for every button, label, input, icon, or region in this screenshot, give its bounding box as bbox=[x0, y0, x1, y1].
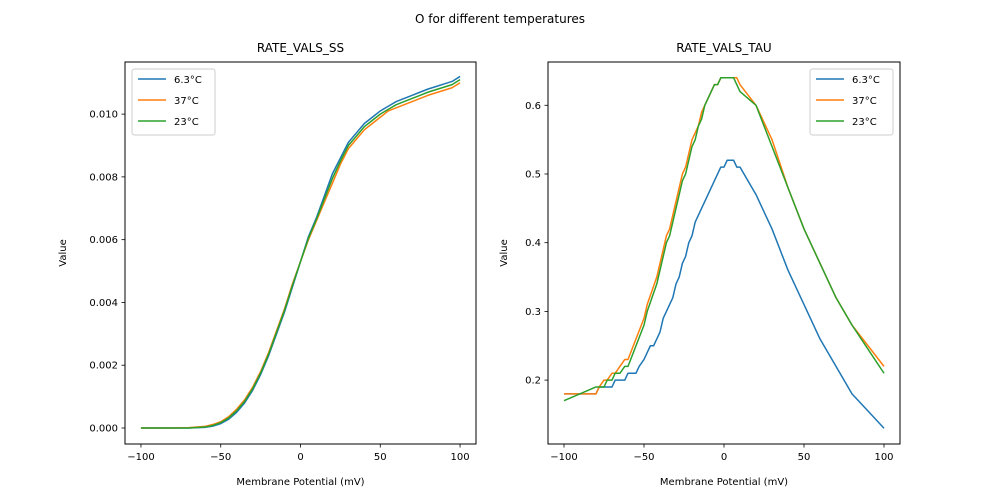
legend-box bbox=[809, 68, 894, 136]
series-line-37c bbox=[564, 77, 885, 395]
x-tick-label: −100 bbox=[550, 452, 577, 463]
y-tick-label: 0.5 bbox=[525, 169, 541, 180]
subplot-rate-vals-tau: RATE_VALS_TAU −100 −50 0 50 100 0.2 0.3 0.4 0.5… bbox=[499, 41, 901, 488]
y-axis-label: Value bbox=[499, 239, 510, 266]
y-tick-label: 0.004 bbox=[89, 298, 118, 309]
y-tick-label: 0.4 bbox=[525, 238, 541, 249]
legend-box bbox=[131, 68, 216, 136]
series-line-63c bbox=[564, 159, 885, 429]
subplot-title: RATE_VALS_SS bbox=[257, 41, 344, 55]
subplot-rate-vals-ss: RATE_VALS_SS −100 −50 0 50 100 0.0000.0020.0… bbox=[58, 41, 477, 488]
x-tick-label: 100 bbox=[450, 452, 469, 463]
legend-label: 23°C bbox=[174, 117, 199, 128]
y-tick-label: 0.2 bbox=[525, 376, 541, 387]
legend-label: 37°C bbox=[174, 96, 199, 107]
legend: 6.3°C 37°C 23°C bbox=[131, 68, 216, 136]
series-line-23c bbox=[563, 77, 885, 402]
x-tick-label: −50 bbox=[633, 452, 654, 463]
y-axis-label: Value bbox=[58, 239, 69, 266]
legend-label: 37°C bbox=[852, 96, 877, 107]
legend-label: 6.3°C bbox=[174, 75, 202, 86]
y-tick-label: 0.008 bbox=[89, 172, 118, 183]
x-tick-label: 0 bbox=[721, 452, 727, 463]
axes-frame bbox=[124, 61, 477, 445]
x-axis-label: Membrane Potential (mV) bbox=[236, 477, 364, 488]
x-axis-label: Membrane Potential (mV) bbox=[660, 477, 788, 488]
axes-frame bbox=[547, 61, 901, 445]
plot-lines bbox=[140, 75, 461, 429]
x-tick-label: 50 bbox=[374, 452, 387, 463]
legend-label: 6.3°C bbox=[852, 75, 880, 86]
x-tick-label: −100 bbox=[127, 452, 154, 463]
legend: 6.3°C 37°C 23°C bbox=[809, 68, 894, 136]
y-tick-label: 0.6 bbox=[525, 101, 541, 112]
subplot-title: RATE_VALS_TAU bbox=[676, 41, 771, 55]
legend-label: 23°C bbox=[852, 117, 877, 128]
y-tick-label: 0.010 bbox=[89, 110, 118, 121]
series-line-23c bbox=[140, 78, 461, 429]
y-axis-ticks: 0.000 0.002 0.004 0.006 0.008 0.010 bbox=[89, 110, 125, 434]
x-tick-label: 50 bbox=[798, 452, 811, 463]
y-tick-label: 0.002 bbox=[89, 361, 118, 372]
y-tick-label: 0.000 bbox=[89, 423, 118, 434]
figure-suptitle: O for different temperatures bbox=[415, 12, 585, 26]
x-tick-label: 0 bbox=[297, 452, 303, 463]
plot-lines bbox=[563, 77, 885, 429]
y-tick-label: 0.006 bbox=[89, 235, 118, 246]
x-axis-ticks: −100 −50 0 50 100 bbox=[127, 444, 470, 463]
x-tick-label: −50 bbox=[210, 452, 231, 463]
x-axis-ticks: −100 −50 0 50 100 bbox=[550, 444, 894, 463]
x-tick-label: 100 bbox=[874, 452, 893, 463]
y-tick-label: 0.3 bbox=[525, 307, 541, 318]
y-axis-ticks: 0.2 0.3 0.4 0.5 0.6 bbox=[525, 101, 548, 387]
